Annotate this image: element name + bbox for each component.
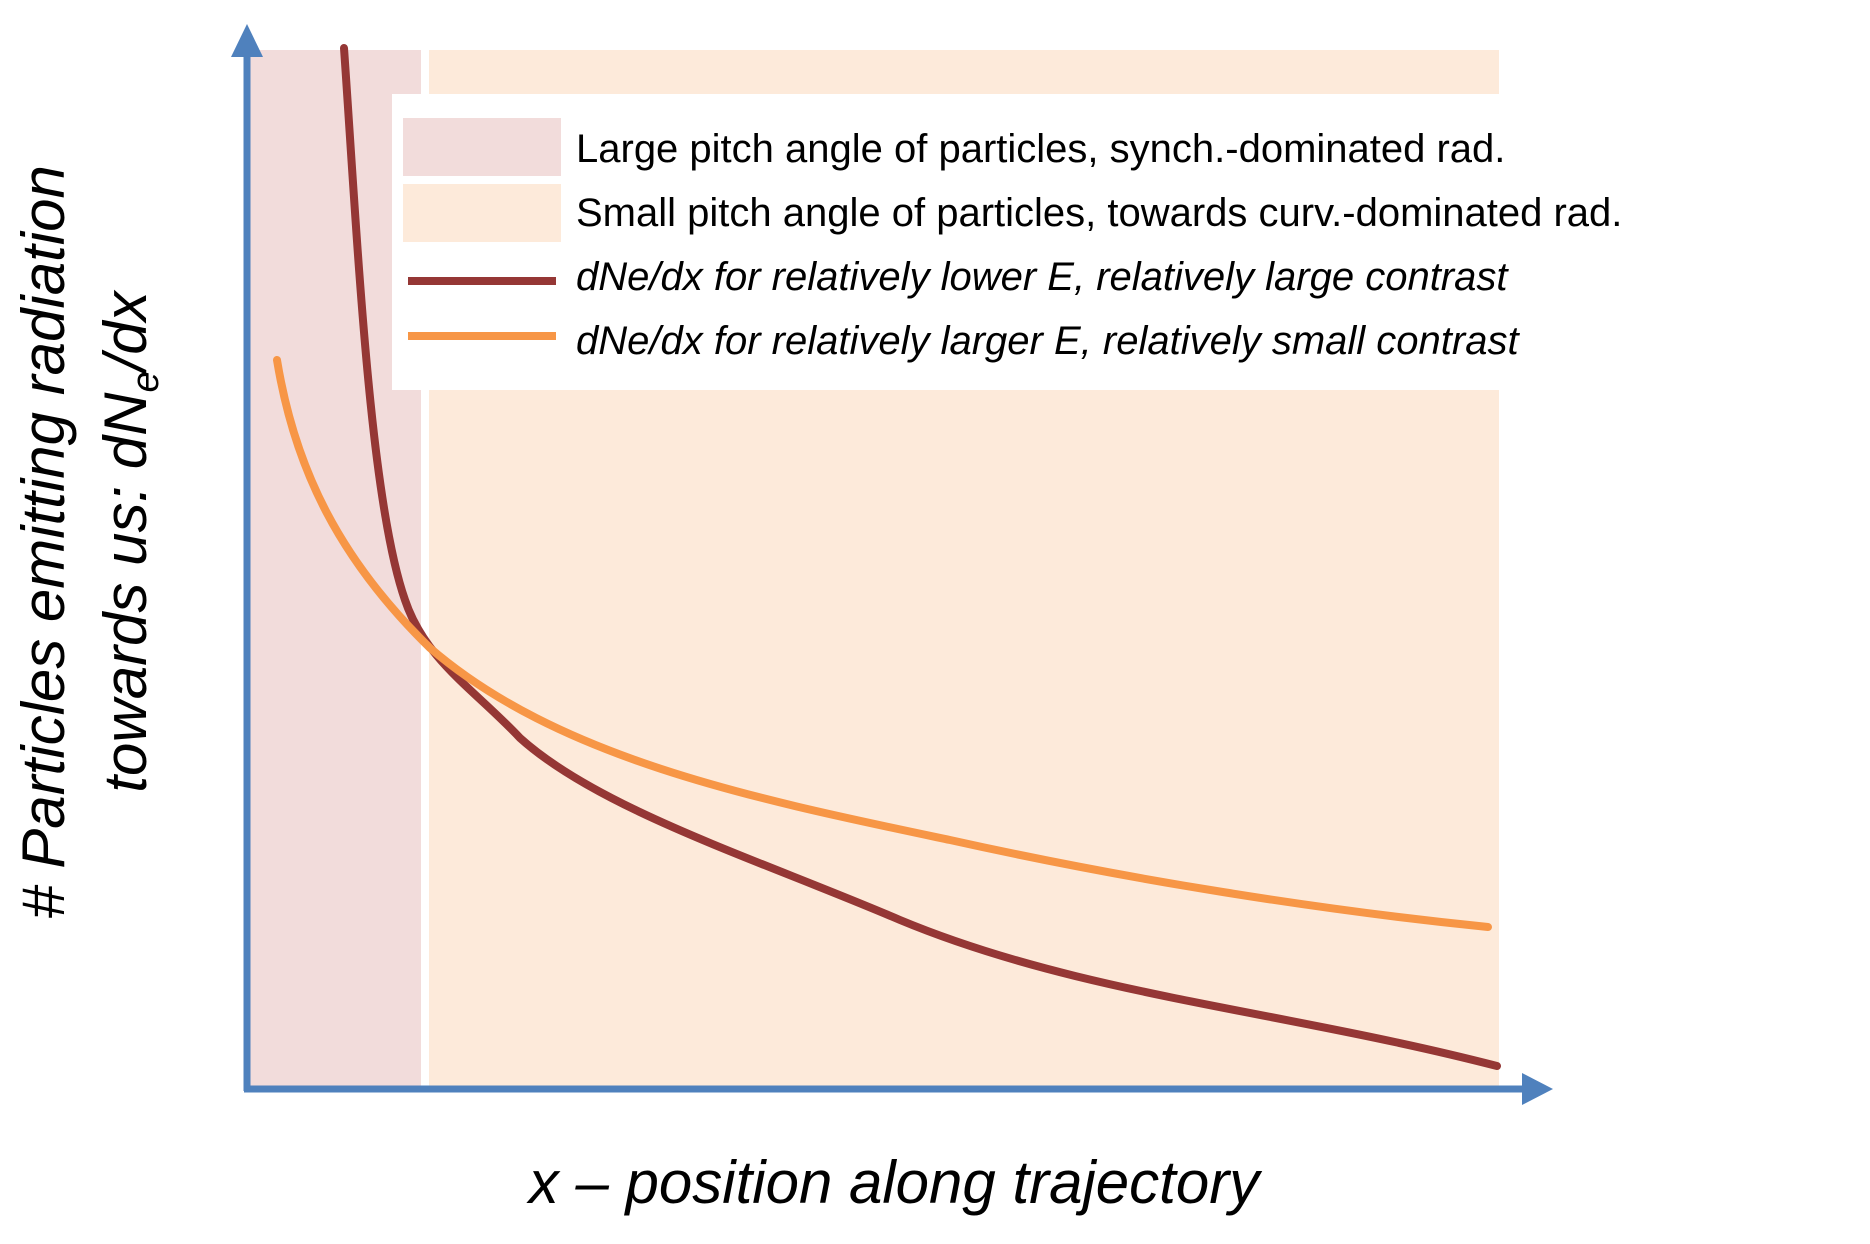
curve-lower-E <box>340 44 1501 1070</box>
y-axis-title-line1: # Particles emitting radiation <box>10 165 77 919</box>
y-axis-title: # Particles emitting radiation <box>10 165 77 919</box>
y-axis-title-line2-group: towards us: dNe/dx <box>92 289 167 792</box>
legend-label-synch: Large pitch angle of particles, synch.-d… <box>576 127 1505 171</box>
legend-box <box>392 94 1870 390</box>
x-axis-title: x – position along trajectory <box>526 1149 1263 1216</box>
y-axis-title-suffix: /dx <box>92 289 159 375</box>
legend-label-larger-E: dNe/dx for relatively larger E, relative… <box>576 319 1520 363</box>
x-axis-arrowhead <box>1522 1073 1553 1105</box>
y-axis-title-line2: towards us: dNe/dx <box>92 289 167 792</box>
legend-label-lower-E: dNe/dx for relatively lower E, relativel… <box>576 255 1509 299</box>
legend-swatch-curv <box>403 184 561 242</box>
curve-larger-E <box>273 356 1492 931</box>
legend-swatch-synch <box>403 118 561 176</box>
y-axis-arrowhead <box>231 24 263 57</box>
legend-label-curv: Small pitch angle of particles, towards … <box>576 191 1622 235</box>
y-axis-title-prefix: towards us: dN <box>92 392 159 793</box>
y-axis-title-subscript: e <box>125 371 167 392</box>
